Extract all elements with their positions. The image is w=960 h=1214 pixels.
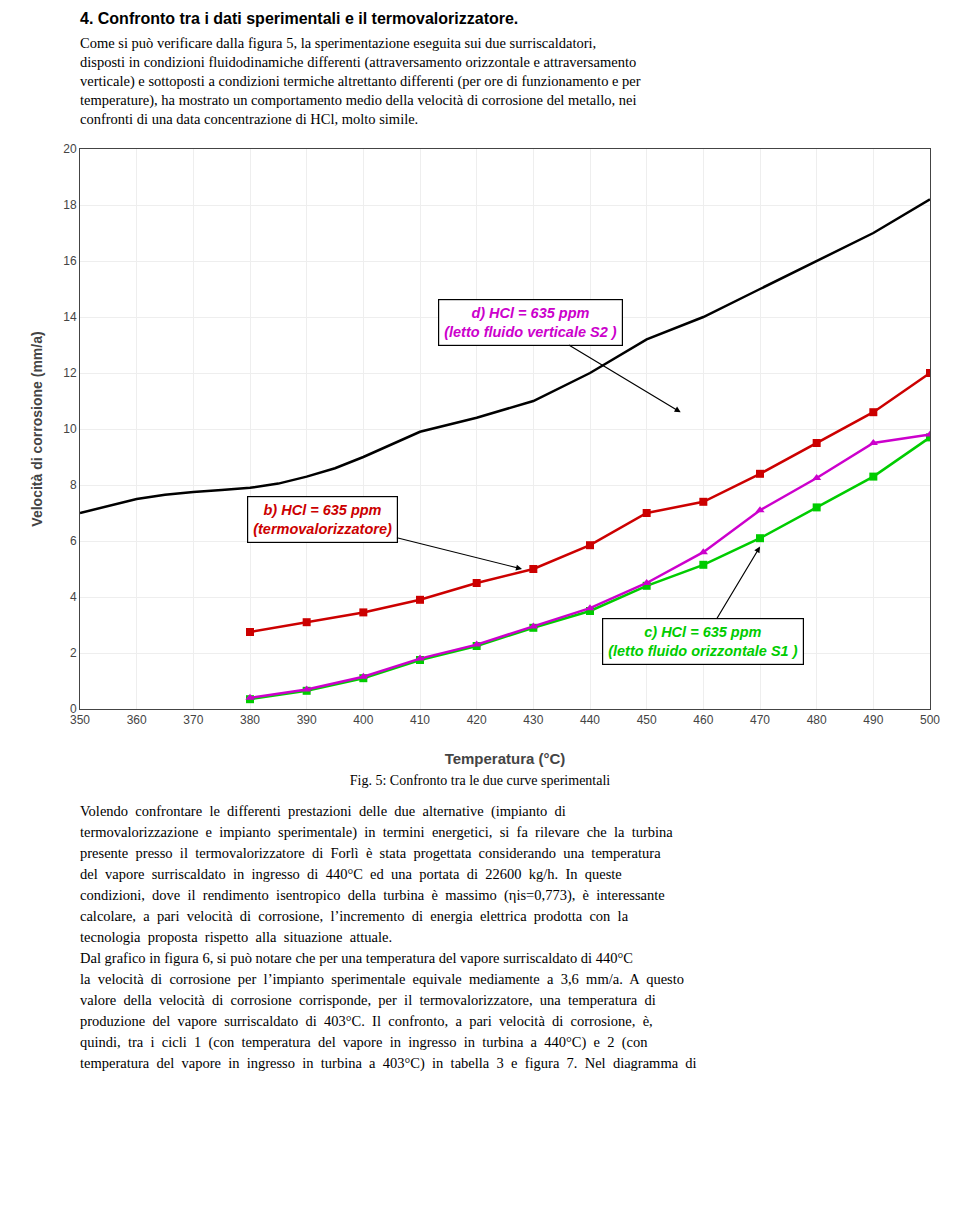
svg-text:18: 18 xyxy=(63,198,77,212)
html-text:presente presso il termovalori: presente presso il termovalorizzatore di… xyxy=(80,845,661,861)
html-text:calcolare, a pari velocità di: calcolare, a pari velocità di corrosione… xyxy=(80,908,629,924)
html-text:la velocità di corrosione per: la velocità di corrosione per l’impianto… xyxy=(80,971,684,987)
html-text:confronti di una data concentr: confronti di una data concentrazione di … xyxy=(80,111,419,127)
svg-text:360: 360 xyxy=(127,713,147,727)
svg-text:370: 370 xyxy=(183,713,203,727)
html-text:4. Confronto tra i dati sperim: 4. Confronto tra i dati sperimentali e i… xyxy=(80,10,519,27)
svg-text:460: 460 xyxy=(693,713,713,727)
html-text:temperatura del vapore in ingr: temperatura del vapore in ingresso in tu… xyxy=(80,1055,697,1071)
svg-text:Temperatura (°C): Temperatura (°C) xyxy=(445,750,566,767)
html-text:termovalorizzazione e impianto: termovalorizzazione e impianto speriment… xyxy=(80,824,673,840)
html-text:Volendo confrontare le differe: Volendo confrontare le differenti presta… xyxy=(80,803,566,819)
html-text:disposti in condizioni fluidod: disposti in condizioni fluidodinamiche d… xyxy=(80,54,637,70)
svg-text:2: 2 xyxy=(70,646,77,660)
svg-text:14: 14 xyxy=(63,310,77,324)
svg-text:10: 10 xyxy=(63,422,77,436)
svg-text:480: 480 xyxy=(807,713,827,727)
svg-text:4: 4 xyxy=(70,590,77,604)
svg-text:430: 430 xyxy=(523,713,543,727)
html-text:Dal grafico in figura 6, si pu: Dal grafico in figura 6, si può notare c… xyxy=(80,950,633,966)
svg-text:12: 12 xyxy=(63,366,77,380)
svg-text:8: 8 xyxy=(70,478,77,492)
html-text:condizioni, dove il rendimento: condizioni, dove il rendimento isentropi… xyxy=(80,887,665,903)
svg-text:20: 20 xyxy=(63,142,77,156)
svg-text:d) HCl = 635 ppm(letto fluido: d) HCl = 635 ppm(letto fluido verticale … xyxy=(444,305,617,340)
html-text:Fig. 5: Confronto tra le due c: Fig. 5: Confronto tra le due curve speri… xyxy=(349,773,611,788)
html-text:del vapore surriscaldato in in: del vapore surriscaldato in ingresso di … xyxy=(80,866,622,882)
svg-text:0: 0 xyxy=(70,702,77,716)
svg-text:490: 490 xyxy=(863,713,883,727)
html-text:valore della velocità di corro: valore della velocità di corrosione corr… xyxy=(80,992,656,1008)
svg-text:c) HCl = 635 ppm(letto fluido: c) HCl = 635 ppm(letto fluido orizzontal… xyxy=(608,624,797,659)
svg-text:400: 400 xyxy=(353,713,373,727)
svg-text:16: 16 xyxy=(63,254,77,268)
svg-text:Velocità di corrosione (mm/a): Velocità di corrosione (mm/a) xyxy=(29,331,45,526)
svg-text:500: 500 xyxy=(920,713,940,727)
svg-text:470: 470 xyxy=(750,713,770,727)
svg-text:390: 390 xyxy=(297,713,317,727)
svg-text:380: 380 xyxy=(240,713,260,727)
html-text:Come si può verificare dalla f: Come si può verificare dalla figura 5, l… xyxy=(80,35,597,51)
svg-text:440: 440 xyxy=(580,713,600,727)
html-text:temperature), ha mostrato un c: temperature), ha mostrato un comportamen… xyxy=(80,92,637,108)
html-text:tecnologia proposta rispetto a: tecnologia proposta rispetto alla situaz… xyxy=(80,929,393,945)
svg-text:350: 350 xyxy=(70,713,90,727)
html-text:verticale) e sottoposti a cond: verticale) e sottoposti a condizioni ter… xyxy=(80,73,641,89)
html-text:produzione del vapore surrisca: produzione del vapore surriscaldato di 4… xyxy=(80,1013,653,1029)
svg-text:6: 6 xyxy=(70,534,77,548)
svg-text:450: 450 xyxy=(637,713,657,727)
svg-text:b) HCl = 635 ppm(termovalorizz: b) HCl = 635 ppm(termovalorizzatore) xyxy=(253,502,392,537)
html-text:quindi, tra i cicli 1 (con tem: quindi, tra i cicli 1 (con temperatura d… xyxy=(80,1034,648,1050)
svg-text:420: 420 xyxy=(467,713,487,727)
svg-text:410: 410 xyxy=(410,713,430,727)
